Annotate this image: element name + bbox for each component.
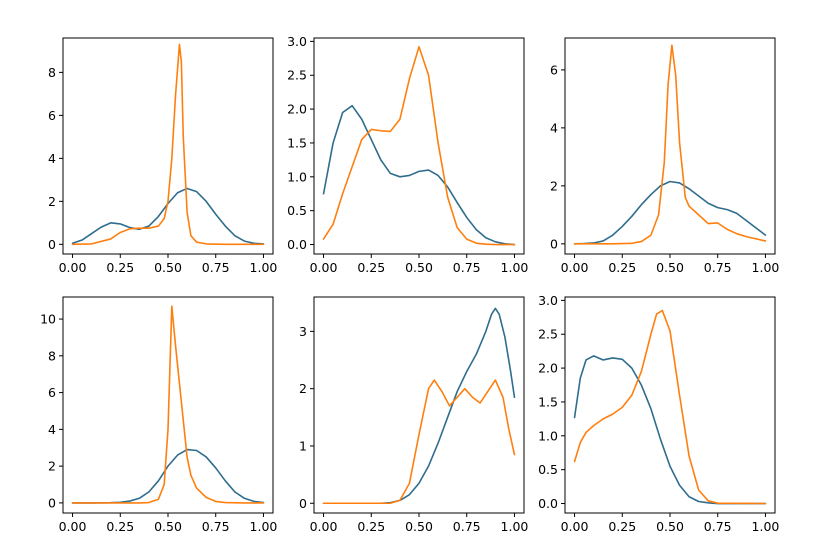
- x-tick-label: 1.00: [752, 519, 780, 534]
- y-tick-label: 2: [48, 194, 56, 209]
- y-tick-label: 1.0: [538, 428, 558, 443]
- y-tick-label: 6: [550, 62, 558, 77]
- x-tick-label: 1.00: [501, 519, 529, 534]
- series-line-2: [322, 46, 516, 246]
- y-tick-label: 3: [299, 324, 307, 339]
- x-tick-label: 1.00: [250, 260, 278, 275]
- y-tick-label: 1.5: [287, 135, 307, 150]
- y-tick-label: 8: [48, 65, 56, 80]
- y-tick-label: 6: [48, 385, 56, 400]
- y-tick-label: 1.5: [538, 394, 558, 409]
- y-tick-label: 2.5: [287, 68, 307, 83]
- subplot-6: 0.00 0.25 0.50 0.75 1.00 0.0 0.5 1.0 1.5 2.0 2.5 3.…: [538, 293, 779, 534]
- y-tick-label: 3.0: [538, 293, 558, 308]
- x-tick-label: 1.00: [752, 260, 780, 275]
- series-line-2: [573, 44, 767, 245]
- y-tick-label: 0: [48, 495, 56, 510]
- x-tick-label: 0.00: [59, 260, 87, 275]
- series-line-1: [322, 104, 516, 246]
- axes-frame: [313, 37, 525, 255]
- y-tick-label: 1.0: [287, 169, 307, 184]
- y-tick-label: 2: [550, 178, 558, 193]
- x-tick-label: 0.00: [310, 260, 338, 275]
- x-tick-label: 0.25: [608, 260, 636, 275]
- x-tick-label: 0.75: [453, 260, 481, 275]
- axes-frame: [62, 37, 274, 255]
- y-tick-label: 0.0: [538, 496, 558, 511]
- y-tick-label: 2: [48, 459, 56, 474]
- y-tick-label: 10: [40, 312, 56, 327]
- series-line-1: [573, 355, 767, 505]
- subplot-3: 0.00 0.25 0.50 0.75 1.00 0 2 4 6: [550, 37, 780, 275]
- series-line-2: [322, 379, 516, 505]
- y-tick-label: 4: [550, 120, 558, 135]
- x-tick-label: 1.00: [501, 260, 529, 275]
- x-tick-label: 0.50: [405, 519, 433, 534]
- x-tick-label: 1.00: [250, 519, 278, 534]
- y-tick-label: 4: [48, 151, 56, 166]
- y-tick-label: 2.0: [287, 102, 307, 117]
- y-tick-label: 0.0: [287, 237, 307, 252]
- x-tick-label: 0.75: [202, 519, 230, 534]
- x-tick-label: 0.75: [704, 519, 732, 534]
- subplot-4: 0.00 0.25 0.50 0.75 1.00 0 2 4 6 8 10: [40, 296, 278, 534]
- y-tick-label: 0.5: [538, 462, 558, 477]
- x-tick-label: 0.75: [453, 519, 481, 534]
- x-tick-label: 0.00: [310, 519, 338, 534]
- x-tick-label: 0.50: [405, 260, 433, 275]
- x-tick-label: 0.25: [357, 260, 385, 275]
- y-tick-label: 8: [48, 348, 56, 363]
- y-tick-label: 0: [550, 236, 558, 251]
- y-tick-label: 3.0: [287, 34, 307, 49]
- x-tick-label: 0.25: [106, 519, 134, 534]
- series-line-2: [71, 305, 265, 504]
- y-tick-label: 0: [299, 496, 307, 511]
- y-tick-label: 0: [48, 237, 56, 252]
- x-tick-label: 0.50: [656, 260, 684, 275]
- axes-frame: [313, 296, 525, 514]
- x-tick-label: 0.75: [704, 260, 732, 275]
- x-tick-label: 0.75: [202, 260, 230, 275]
- y-tick-label: 2: [299, 381, 307, 396]
- subplot-1: 0.00 0.25 0.50 0.75 1.00 0 2 4 6 8: [48, 37, 278, 275]
- y-tick-label: 2.0: [538, 361, 558, 376]
- x-tick-label: 0.25: [608, 519, 636, 534]
- y-tick-label: 4: [48, 422, 56, 437]
- y-tick-label: 0.5: [287, 203, 307, 218]
- x-tick-label: 0.50: [154, 519, 182, 534]
- x-tick-label: 0.00: [561, 519, 589, 534]
- series-line-1: [322, 307, 516, 505]
- x-tick-label: 0.25: [106, 260, 134, 275]
- series-line-2: [573, 309, 767, 505]
- y-tick-label: 1: [299, 438, 307, 453]
- x-tick-label: 0.25: [357, 519, 385, 534]
- series-line-1: [71, 448, 265, 504]
- x-tick-label: 0.00: [561, 260, 589, 275]
- subplot-2: 0.00 0.25 0.50 0.75 1.00 0.0 0.5 1.0 1.5 2.0 2.5 3.…: [287, 34, 528, 275]
- series-line-1: [573, 180, 767, 245]
- x-tick-label: 0.00: [59, 519, 87, 534]
- y-tick-label: 6: [48, 108, 56, 123]
- subplot-5: 0.00 0.25 0.50 0.75 1.00 0 1 2 3: [299, 296, 529, 534]
- x-tick-label: 0.50: [656, 519, 684, 534]
- series-line-2: [71, 43, 265, 246]
- x-tick-label: 0.50: [154, 260, 182, 275]
- y-tick-label: 2.5: [538, 327, 558, 342]
